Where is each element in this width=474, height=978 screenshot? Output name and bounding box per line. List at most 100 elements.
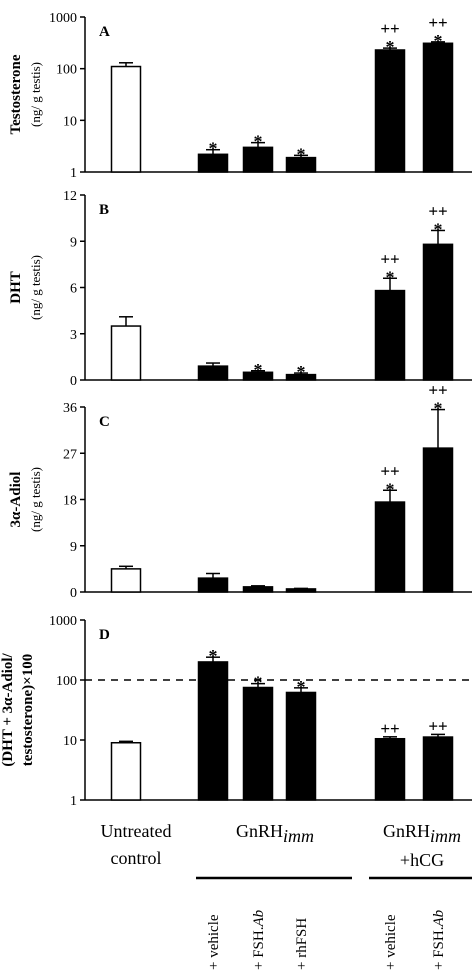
gnrh-group-main: GnRH [236, 821, 283, 841]
y-tick-label-A: 1 [70, 166, 77, 181]
sig-star-A-4: * [386, 37, 395, 57]
panel-letter-A: A [99, 24, 110, 40]
y-tick-label-D: 1 [70, 794, 77, 809]
treatment-label-plain-0: + vehicle [206, 914, 222, 970]
group-labels: Untreated control GnRHimm GnRHimm +hCG [101, 821, 472, 880]
bar-D-1 [197, 661, 229, 801]
bar-B-0 [110, 325, 142, 381]
bar-C-2 [242, 586, 274, 593]
sig-star-B-3: * [297, 362, 306, 382]
sig-plus-D-5: ++ [428, 716, 447, 735]
y-unit-A: (ng/ g testis) [28, 62, 43, 127]
y-tick-label-C: 18 [63, 494, 77, 509]
sig-star-A-2: * [254, 132, 263, 152]
bar-C-5 [422, 447, 454, 593]
untreated-label-line2: control [111, 848, 162, 868]
bar-A-4 [374, 49, 406, 173]
bar-A-5 [422, 42, 454, 173]
y-tick-label-C: 0 [70, 586, 77, 601]
bar-A-3 [285, 156, 317, 173]
sig-star-C-5: * [434, 399, 443, 419]
sig-star-D-1: * [209, 646, 218, 666]
y-tick-label-B: 9 [70, 235, 77, 250]
y-unit-C: (ng/ g testis) [28, 467, 43, 532]
sig-star-B-2: * [254, 360, 263, 380]
bar-D-4 [374, 737, 406, 801]
treatment-label-3: + vehicle [383, 914, 399, 970]
sig-star-B-5: * [434, 219, 443, 239]
y-tick-label-B: 0 [70, 374, 77, 389]
gnrh-hcg-group-sub: imm [430, 826, 461, 846]
y-label-C: 3α-Adiol [8, 472, 24, 528]
y-tick-label-A: 1000 [49, 11, 77, 26]
gnrh-hcg-group-line2: +hCG [400, 850, 444, 870]
panel-letter-D: D [99, 627, 110, 643]
gnrh-group-sub: imm [283, 826, 314, 846]
gnrh-hcg-group-main: GnRH [383, 821, 430, 841]
sig-star-A-5: * [434, 31, 443, 51]
y-tick-label-D: 1000 [49, 614, 77, 629]
sig-star-A-1: * [209, 139, 218, 159]
sig-star-C-4: * [386, 479, 395, 499]
y-label-A: Testosterone [8, 54, 24, 134]
treatment-label-0: + vehicle [206, 914, 222, 970]
gnrh-group-label: GnRHimm [236, 821, 314, 846]
treatment-label-4: + FSH.Ab [431, 909, 447, 970]
bar-B-1 [197, 365, 229, 381]
sig-plus-A-5: ++ [428, 13, 447, 32]
y-label-line2-D: testosterone)×100 [20, 654, 36, 766]
untreated-label-line1: Untreated [101, 821, 172, 841]
gnrh-hcg-group-label: GnRHimm [383, 821, 461, 846]
y-label-D: (DHT + 3α-Adiol/ [0, 653, 16, 767]
bar-D-3 [285, 691, 317, 801]
bar-B-2 [242, 371, 274, 381]
sig-plus-C-4: ++ [380, 461, 399, 480]
y-tick-label-D: 10 [63, 734, 77, 749]
sig-plus-D-4: ++ [380, 719, 399, 738]
treatment-label-plain-4: + FSH. [431, 927, 447, 970]
treatment-labels: + vehicle + FSH.Ab + rhFSH + vehicle + FSH.A… [206, 909, 447, 970]
y-label-B: DHT [8, 271, 24, 304]
panel-D: 1 10 100 1000 D (DHT + 3α-Adiol/testosterone)… [0, 614, 472, 809]
y-unit-B: (ng/ g testis) [28, 255, 43, 320]
treatment-label-italic-1: Ab [251, 909, 267, 927]
y-tick-label-A: 100 [56, 63, 77, 78]
y-tick-label-C: 27 [63, 447, 77, 462]
treatment-label-1: + FSH.Ab [251, 909, 267, 970]
sig-star-D-2: * [254, 673, 263, 693]
sig-plus-C-5: ++ [428, 381, 447, 400]
y-tick-label-B: 3 [70, 328, 77, 343]
treatment-label-plain-2: + rhFSH [294, 918, 310, 970]
bar-C-3 [285, 588, 317, 593]
panel-letter-B: B [99, 202, 109, 218]
bar-A-1 [197, 153, 229, 173]
bar-D-2 [242, 686, 274, 801]
sig-plus-B-4: ++ [380, 249, 399, 268]
panel-letter-C: C [99, 414, 110, 430]
y-tick-label-B: 12 [63, 189, 77, 204]
treatment-label-plain-1: + FSH. [251, 927, 267, 970]
sig-star-A-3: * [297, 144, 306, 164]
bar-D-0 [110, 741, 142, 801]
panel-A: 1 10 100 1000 A Testosterone (ng/ g testis) * * *… [8, 11, 472, 181]
bar-B-5 [422, 243, 454, 381]
y-tick-label-A: 10 [63, 114, 77, 129]
bar-B-4 [374, 289, 406, 381]
bar-D-5 [422, 736, 454, 801]
sig-star-B-4: * [386, 267, 395, 287]
sig-plus-A-4: ++ [380, 19, 399, 38]
y-tick-label-C: 9 [70, 540, 77, 555]
y-tick-label-C: 36 [63, 401, 77, 416]
y-tick-label-B: 6 [70, 282, 77, 297]
treatment-label-italic-4: Ab [431, 909, 447, 927]
bar-B-3 [285, 373, 317, 381]
sig-plus-B-5: ++ [428, 201, 447, 220]
treatment-label-2: + rhFSH [294, 918, 310, 970]
treatment-label-plain-3: + vehicle [383, 914, 399, 970]
y-tick-label-D: 100 [56, 674, 77, 689]
bar-C-1 [197, 577, 229, 593]
bar-A-2 [242, 146, 274, 173]
